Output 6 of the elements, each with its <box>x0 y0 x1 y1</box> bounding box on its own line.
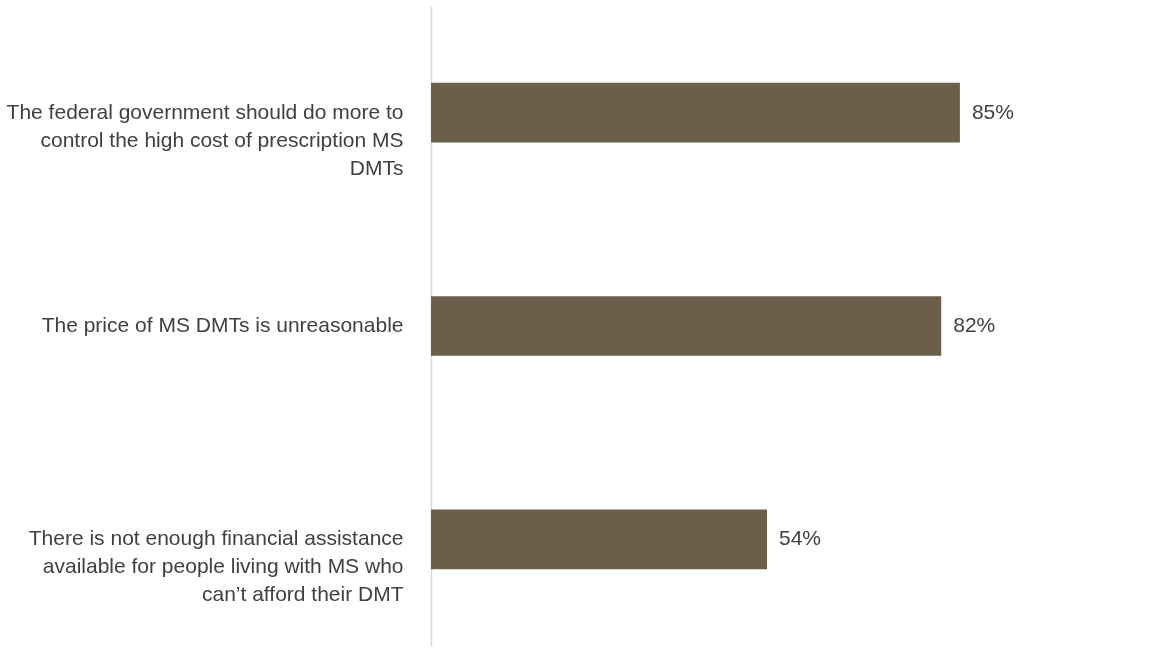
y-tick-label: There is not enough financial assistance available for people living with MS who can’t afford their DMT <box>28 526 404 606</box>
data-label: 54% <box>779 526 822 550</box>
y-tick-label: The price of MS DMTs is unreasonable <box>41 313 404 336</box>
y-tick-label: The federal government should do more to control the high cost of prescription MS DMTs <box>6 99 404 179</box>
data-label: 82% <box>953 313 996 336</box>
data-label: 85% <box>971 99 1014 123</box>
